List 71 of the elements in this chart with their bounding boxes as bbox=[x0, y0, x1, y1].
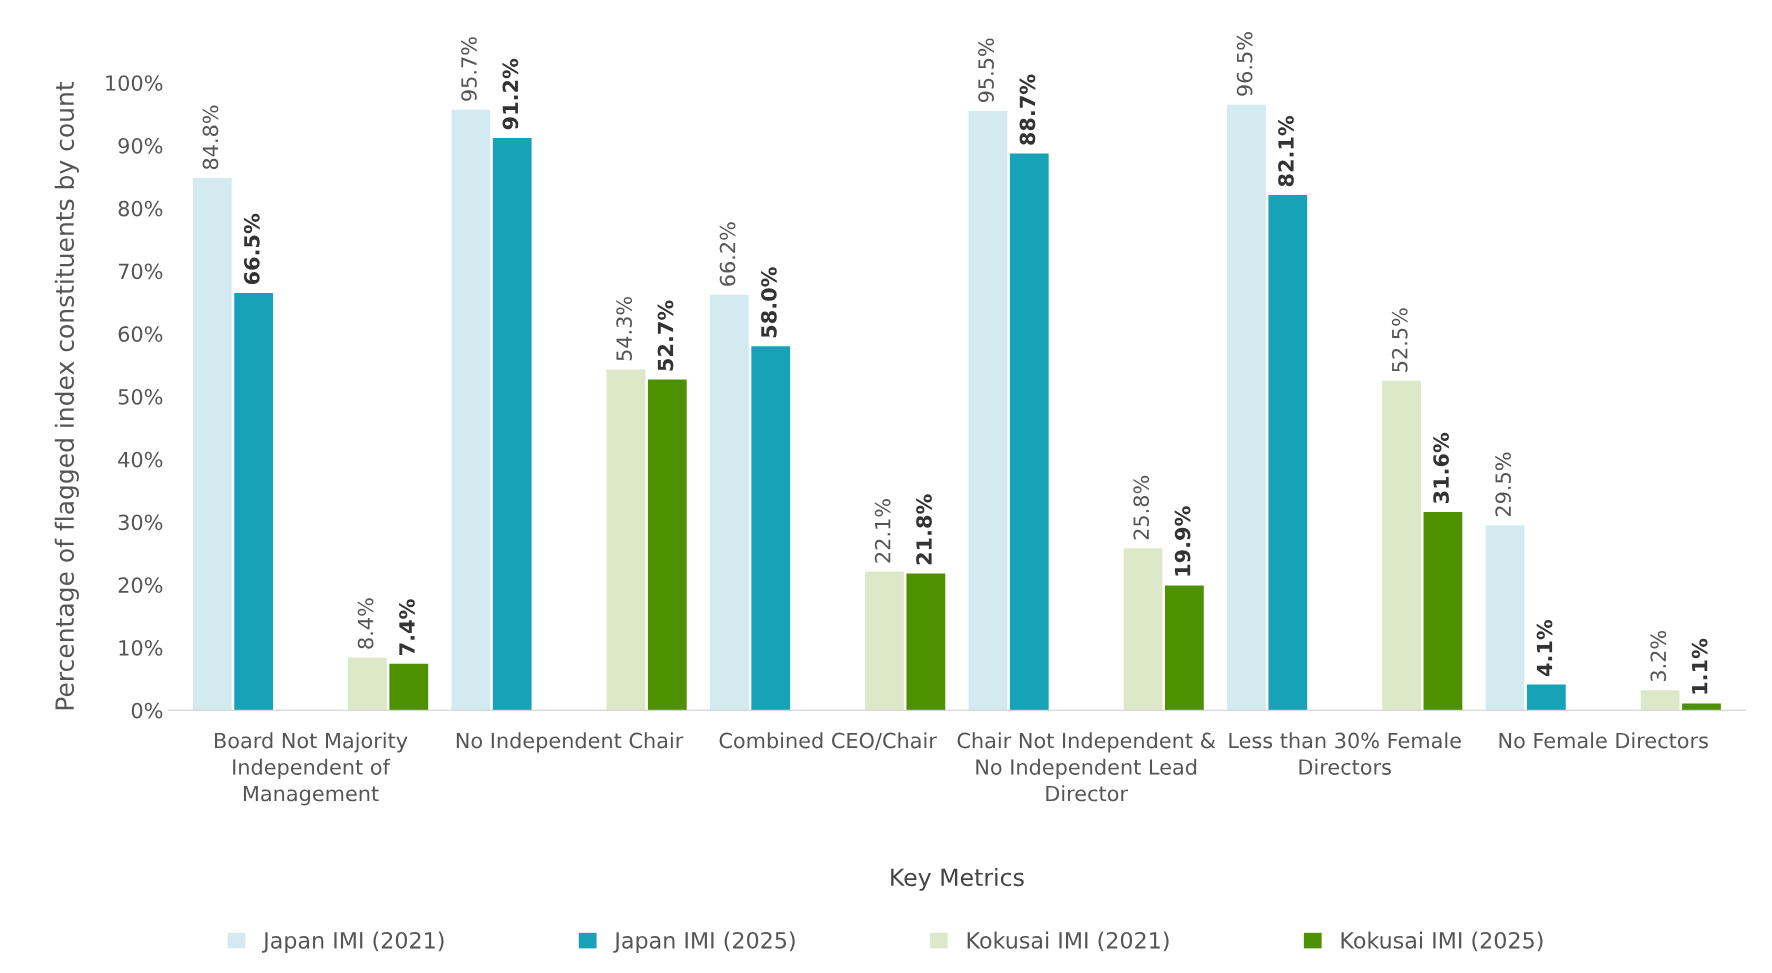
data-label: 19.9% bbox=[1174, 506, 1191, 576]
data-label: 82.1% bbox=[1278, 115, 1294, 187]
y-tick-label: 70% bbox=[118, 263, 163, 280]
bar bbox=[1526, 684, 1566, 711]
bar bbox=[1268, 195, 1308, 711]
data-label: 4.1% bbox=[1536, 619, 1553, 677]
data-label: 95.5% bbox=[978, 38, 994, 103]
y-tick-label: 0% bbox=[131, 702, 163, 719]
data-label: 8.4% bbox=[357, 598, 374, 649]
bar bbox=[234, 292, 274, 711]
data-label: 66.5% bbox=[243, 213, 260, 285]
legend-label: Japan IMI (2025) bbox=[613, 931, 795, 953]
data-label: 25.8% bbox=[1133, 475, 1150, 540]
x-tick-label: No Female Directors bbox=[1499, 732, 1708, 749]
legend-label: Japan IMI (2021) bbox=[262, 931, 444, 953]
y-tick-label: 90% bbox=[118, 137, 163, 154]
bar bbox=[709, 294, 749, 711]
data-label: 88.7% bbox=[1019, 74, 1036, 145]
data-label: 7.4% bbox=[399, 599, 415, 655]
bar bbox=[389, 663, 429, 711]
y-tick-label: 20% bbox=[118, 577, 163, 593]
y-tick-label: 80% bbox=[118, 200, 163, 217]
y-tick-label: 10% bbox=[119, 639, 163, 656]
x-tick-label: Board Not Majority Independent of Management bbox=[215, 732, 408, 806]
data-label: 1.1% bbox=[1691, 638, 1708, 694]
x-axis-title: Key Metrics bbox=[891, 867, 1024, 891]
bar bbox=[606, 369, 646, 711]
bar bbox=[865, 571, 904, 711]
bar bbox=[751, 346, 791, 711]
data-label: 58.0% bbox=[761, 267, 777, 338]
x-tick-label: Chair Not Independent & No Independent Lead Director bbox=[957, 732, 1216, 802]
data-label: 52.5% bbox=[1391, 308, 1408, 372]
bar bbox=[647, 379, 687, 711]
bar bbox=[1682, 703, 1721, 711]
y-tick-label: 60% bbox=[118, 326, 163, 342]
data-label: 91.2% bbox=[502, 58, 519, 130]
x-tick-label: No Independent Chair bbox=[456, 732, 684, 753]
data-label: 21.8% bbox=[916, 494, 932, 565]
data-label: 31.6% bbox=[1433, 432, 1449, 504]
data-label: 95.7% bbox=[461, 37, 477, 101]
data-label: 29.5% bbox=[1495, 452, 1512, 517]
bar bbox=[1227, 104, 1266, 711]
bar bbox=[968, 110, 1008, 711]
bar bbox=[192, 178, 232, 711]
y-tick-label: 100% bbox=[106, 75, 163, 91]
data-label: 96.5% bbox=[1236, 32, 1253, 96]
bar bbox=[1423, 511, 1463, 711]
bar bbox=[1640, 690, 1680, 711]
bar bbox=[1123, 548, 1163, 711]
data-label: 52.7% bbox=[657, 300, 674, 371]
y-tick-label: 50% bbox=[118, 388, 163, 405]
y-tick-label: 40% bbox=[118, 451, 163, 468]
bar bbox=[906, 573, 946, 711]
x-tick-label: Combined CEO/Chair bbox=[719, 732, 937, 751]
x-tick-label: Less than 30% Female Directors bbox=[1229, 732, 1461, 775]
bar bbox=[1485, 525, 1525, 711]
bar bbox=[492, 137, 532, 711]
bar bbox=[1382, 380, 1421, 711]
y-axis-title: Percentage of flagged index constituents by count bbox=[54, 81, 79, 710]
y-tick-label: 30% bbox=[118, 514, 163, 531]
legend-label: Kokusai IMI (2025) bbox=[1341, 931, 1543, 952]
bar bbox=[1009, 153, 1049, 711]
bar bbox=[348, 657, 387, 711]
bar bbox=[1165, 585, 1204, 711]
legend-label: Kokusai IMI (2021) bbox=[967, 931, 1169, 952]
data-label: 22.1% bbox=[874, 499, 891, 563]
data-label: 84.8% bbox=[202, 105, 219, 170]
bar bbox=[451, 109, 491, 711]
data-label: 66.2% bbox=[719, 222, 736, 286]
data-label: 3.2% bbox=[1650, 630, 1667, 682]
data-label: 54.3% bbox=[616, 296, 632, 361]
